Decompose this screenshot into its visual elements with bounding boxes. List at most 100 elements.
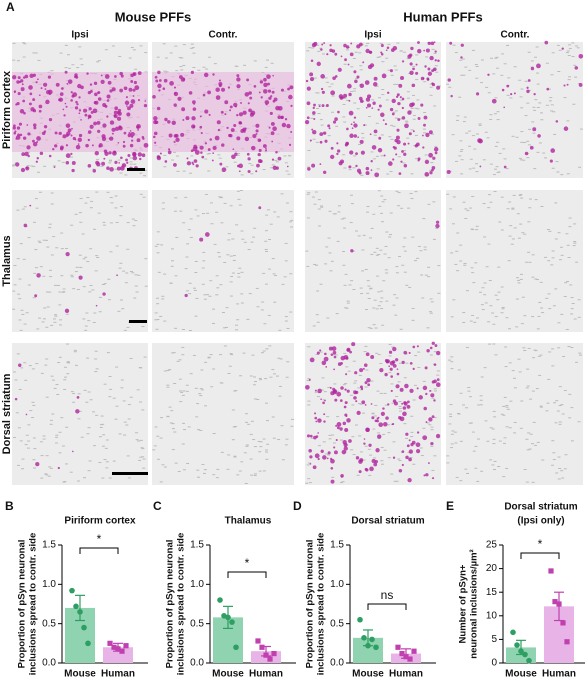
inclusion <box>415 71 419 75</box>
texture <box>532 132 536 134</box>
texture <box>503 63 507 65</box>
inclusion <box>54 144 58 148</box>
texture <box>130 46 134 48</box>
texture <box>529 433 533 435</box>
texture <box>539 281 543 283</box>
texture <box>277 439 281 441</box>
texture <box>84 329 88 331</box>
texture <box>531 316 535 318</box>
texture <box>97 212 101 214</box>
texture <box>243 452 247 454</box>
inclusion <box>329 457 333 461</box>
texture <box>252 236 256 238</box>
bar <box>103 647 133 663</box>
texture <box>319 283 323 285</box>
texture <box>249 458 253 460</box>
texture <box>399 50 403 52</box>
inclusion <box>86 72 89 75</box>
texture <box>217 154 221 156</box>
texture <box>161 295 165 297</box>
inclusion <box>120 156 123 160</box>
texture <box>153 445 157 447</box>
inclusion <box>129 103 134 108</box>
texture <box>455 250 459 252</box>
inclusion <box>204 232 210 237</box>
texture <box>38 191 42 193</box>
texture <box>429 312 433 314</box>
texture <box>31 401 35 403</box>
inclusion <box>370 355 375 359</box>
texture <box>278 395 282 397</box>
texture <box>381 61 385 63</box>
texture <box>484 302 488 304</box>
texture <box>372 324 376 326</box>
texture <box>406 91 410 93</box>
texture <box>184 268 188 270</box>
texture <box>96 158 100 160</box>
inclusion <box>36 140 39 143</box>
texture <box>420 455 424 457</box>
texture <box>236 154 240 156</box>
data-point <box>357 616 363 623</box>
data-point <box>107 640 113 646</box>
texture <box>478 123 482 125</box>
texture <box>235 65 239 67</box>
texture <box>427 276 431 278</box>
inclusion <box>371 458 376 464</box>
texture <box>93 312 97 314</box>
texture <box>175 155 179 157</box>
texture <box>58 324 62 326</box>
inclusion <box>236 77 241 82</box>
inclusion <box>314 389 317 392</box>
inclusion <box>392 346 397 352</box>
texture <box>538 301 542 303</box>
inclusion <box>78 109 82 112</box>
texture <box>393 294 397 296</box>
texture <box>414 107 418 109</box>
texture <box>378 56 382 58</box>
texture <box>390 74 394 76</box>
texture <box>555 161 559 163</box>
texture <box>471 49 475 51</box>
inclusion <box>26 145 31 150</box>
texture <box>536 328 540 330</box>
texture <box>362 412 366 414</box>
texture <box>224 326 228 328</box>
texture <box>58 431 62 433</box>
texture <box>419 250 423 252</box>
texture <box>400 207 404 209</box>
texture <box>388 343 392 345</box>
inclusion <box>392 363 397 368</box>
texture <box>545 297 549 299</box>
inclusion <box>392 158 395 161</box>
texture <box>567 54 571 56</box>
texture <box>337 211 341 213</box>
texture <box>265 420 269 422</box>
texture <box>82 318 86 320</box>
texture <box>509 225 513 227</box>
texture <box>263 323 267 325</box>
texture <box>173 383 177 385</box>
texture <box>196 403 200 405</box>
texture <box>306 379 310 381</box>
texture <box>82 286 86 288</box>
texture <box>558 423 562 425</box>
texture <box>380 155 384 157</box>
texture <box>202 472 206 474</box>
texture <box>508 201 512 203</box>
inclusion <box>312 465 317 470</box>
texture <box>64 44 68 46</box>
texture <box>182 390 186 392</box>
texture <box>570 440 574 442</box>
inclusion <box>158 89 161 92</box>
inclusion <box>153 131 158 136</box>
texture <box>306 193 310 195</box>
texture <box>42 318 46 320</box>
texture <box>346 300 350 302</box>
texture <box>58 356 62 358</box>
texture <box>528 128 532 130</box>
inclusion <box>321 104 325 108</box>
texture <box>227 239 231 241</box>
texture <box>469 158 473 160</box>
inclusion <box>422 385 428 391</box>
